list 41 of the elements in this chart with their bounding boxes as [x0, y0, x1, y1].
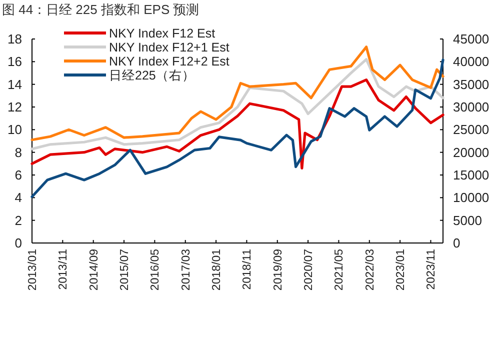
line-series: [30, 58, 444, 150]
y2-tick-label: 20000: [453, 144, 490, 160]
y-tick-label: 2: [14, 212, 22, 228]
legend-label: NKY Index F12+2 Est: [109, 54, 230, 68]
x-tick-label: 2016/05: [150, 249, 162, 291]
x-tick-label: 2023/11: [426, 249, 438, 290]
x-tick-label: 2013/11: [58, 249, 70, 290]
x-tick-label: 2023/01: [395, 249, 408, 291]
y-tick-label: 14: [8, 76, 22, 92]
x-tick-label: 2019/09: [272, 249, 284, 291]
x-tick-label: 2018/11: [242, 249, 254, 290]
y-tick-label: 12: [8, 100, 22, 114]
x-tick-label: 2017/03: [180, 249, 192, 291]
x-tick-label: 2018/01: [211, 249, 224, 291]
y-tick-label: 16: [8, 54, 22, 70]
y2-tick-label: 30000: [453, 100, 490, 114]
y-tick-label: 6: [14, 168, 22, 182]
y2-tick-label: 15000: [453, 168, 490, 182]
legend-label: NKY Index F12 Est: [109, 26, 216, 40]
y-tick-label: 18: [8, 32, 22, 46]
y-tick-label: 8: [14, 144, 22, 160]
y2-tick-label: 45000: [453, 32, 490, 46]
y2-tick-label: 40000: [453, 54, 490, 70]
y2-tick-label: 5000: [453, 212, 482, 228]
y-tick-label: 4: [14, 190, 22, 206]
x-tick-label: 2020/07: [303, 249, 316, 291]
legend-label: NKY Index F12+1 Est: [109, 40, 230, 54]
x-tick-label: 2021/05: [334, 249, 346, 291]
legend-label: 日经225（右）: [109, 68, 195, 82]
line-series: [30, 58, 444, 198]
x-tick-label: 2013/01: [27, 249, 39, 291]
x-tick-label: 2022/03: [364, 249, 376, 291]
y2-tick-label: 35000: [453, 76, 490, 92]
y2-tick-label: 25000: [453, 122, 490, 138]
y-tick-label: 10: [8, 122, 22, 138]
y2-tick-label: 10000: [453, 190, 490, 206]
x-tick-label: 2014/09: [88, 249, 100, 291]
y2-tick-label: 0: [453, 236, 460, 250]
x-tick-label: 2015/07: [119, 249, 132, 291]
y-tick-label: 0: [14, 236, 22, 250]
chart-title: 图 44：日经 225 指数和 EPS 预测: [2, 2, 200, 17]
